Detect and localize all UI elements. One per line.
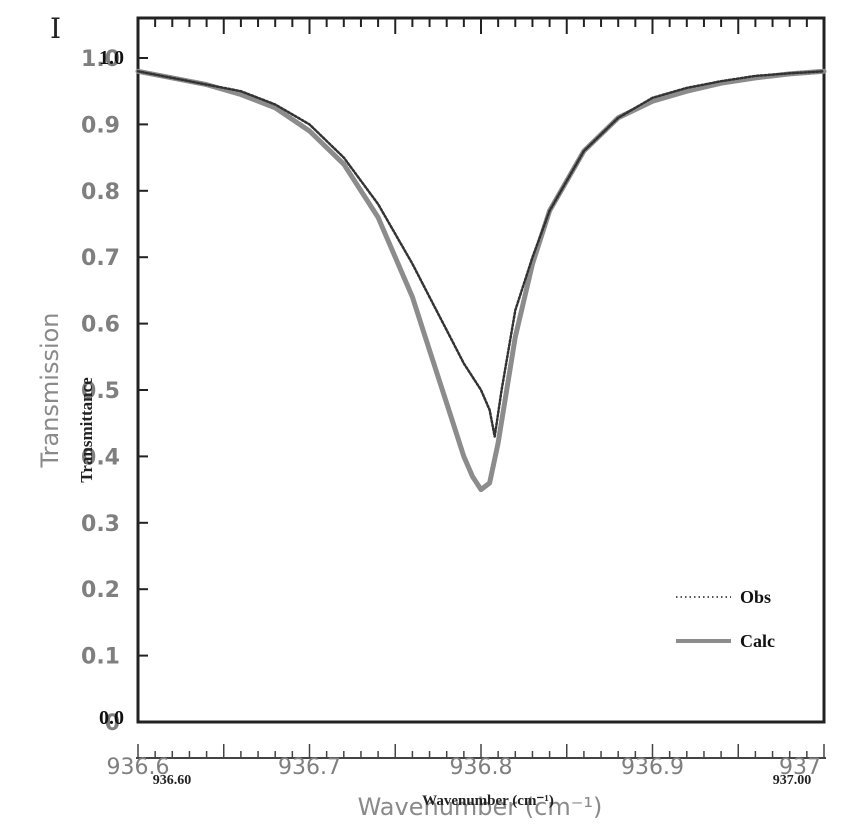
legend: Obs Calc bbox=[676, 587, 775, 651]
data-series bbox=[135, 68, 827, 493]
x-tick-label: 936.7 bbox=[278, 755, 341, 780]
x-axis-label-overlay: Wavenumber (cm⁻¹) bbox=[422, 793, 554, 809]
plot-frame bbox=[136, 16, 826, 724]
x-tick-overlay-label: 936.60 bbox=[153, 773, 192, 788]
y-tick-label: 0 bbox=[105, 711, 120, 736]
legend-calc-label: Calc bbox=[740, 631, 775, 651]
y-tick-label: 0.8 bbox=[81, 180, 120, 205]
y-axis-label: Transmission bbox=[36, 312, 64, 468]
cursor-glyph: I bbox=[50, 12, 61, 45]
y-tick-label: 1.0 bbox=[81, 47, 120, 72]
y-tick-overlay-label: 1.0 bbox=[99, 47, 124, 69]
x-axis-label: Wavenumber (cm⁻¹) bbox=[358, 793, 603, 821]
y-axis-label-overlay: Transmittance bbox=[77, 377, 96, 483]
y-tick-label: 0.9 bbox=[81, 113, 120, 138]
y-tick-label: 0.5 bbox=[81, 379, 120, 404]
y-tick-overlay-label: 0.0 bbox=[99, 707, 124, 729]
x-tick-label: 936.8 bbox=[450, 755, 513, 780]
y-tick-label: 0.4 bbox=[81, 445, 120, 470]
series-line-calc bbox=[135, 68, 827, 493]
x-tick-label: 936.9 bbox=[621, 755, 684, 780]
y-tick-label: 0.3 bbox=[81, 512, 120, 537]
y-tick-label: 0.1 bbox=[81, 645, 120, 670]
x-tick-label: 937 bbox=[779, 755, 821, 780]
axis-ticks: 0 0.1 0.2 0.3 0.4 0.5 0.6 0.7 0.8 0.9 1.0 0.0 1.0 936… bbox=[81, 18, 825, 788]
x-tick-label: 936.6 bbox=[107, 755, 170, 780]
y-tick-label: 0.7 bbox=[81, 246, 120, 271]
x-tick-overlay-label: 937.00 bbox=[773, 773, 812, 788]
y-tick-label: 0.2 bbox=[81, 578, 120, 603]
series-line-obs bbox=[136, 70, 826, 438]
y-tick-label: 0.6 bbox=[81, 313, 120, 338]
legend-obs-label: Obs bbox=[740, 587, 771, 607]
